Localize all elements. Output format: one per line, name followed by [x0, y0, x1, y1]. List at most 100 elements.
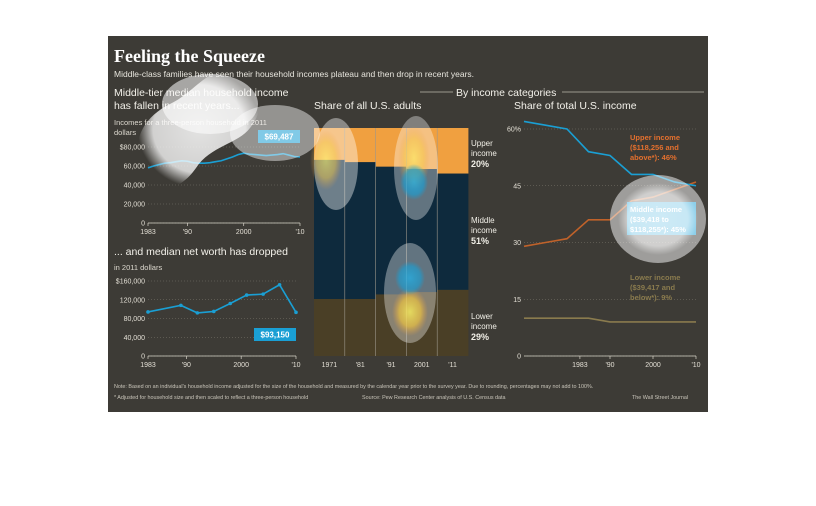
- income-share-ytick-label: 0: [517, 354, 521, 361]
- adult-share-upper-segment: [437, 128, 469, 174]
- networth-point: [261, 292, 265, 296]
- networth-point: [228, 301, 233, 306]
- income-share-xtick-label: '90: [605, 362, 614, 369]
- networth-point: [244, 293, 249, 297]
- networth-callout-box: [254, 328, 296, 341]
- adult-share-area-chart: 1971 '81 '91 2001 '11: [314, 128, 469, 369]
- income-share-heading: Share of total U.S. income: [514, 100, 637, 112]
- lower-series-label-3: below*): 9%: [630, 293, 672, 302]
- income-chart-subtitle-2: dollars: [114, 128, 137, 137]
- networth-callout-label: $93,150: [261, 331, 290, 340]
- income-share-ytick-label: 60%: [507, 127, 521, 134]
- footer-credit: The Wall Street Journal: [632, 395, 689, 401]
- upper-series-label-1: Upper income: [630, 133, 680, 142]
- adult-share-upper-segment: [314, 128, 346, 160]
- networth-ytick-label: 40,000: [124, 335, 146, 342]
- income-callout: $69,487: [258, 130, 300, 143]
- networth-point: [195, 311, 200, 315]
- adult-share-lower-segment: [375, 294, 407, 356]
- income-share-ytick-label: 45: [513, 183, 521, 190]
- middle-series-label-2: ($39,418 to: [630, 215, 669, 224]
- upper-series-label-3: above*): 46%: [630, 153, 677, 162]
- networth-chart-heading: ... and median net worth has dropped: [114, 246, 288, 258]
- adult-share-heading: Share of all U.S. adults: [314, 100, 422, 112]
- adult-share-xtick-label: 2001: [414, 362, 430, 369]
- adult-share-xtick-label: '91: [386, 362, 395, 369]
- income-share-xtick-label: 1983: [572, 362, 588, 369]
- networth-xtick-label: 2000: [233, 362, 249, 369]
- infographic-frame: Feeling the Squeeze Middle-class familie…: [108, 36, 708, 412]
- adult-share-middle-segment: [437, 173, 469, 290]
- networth-line-chart: 0 40,000 80,000 120,000 $160,000 1983 '90 2000 '…: [116, 279, 301, 370]
- lower-series-label-2: ($39,417 and: [630, 283, 675, 292]
- income-xtick-label: '90: [183, 229, 192, 236]
- adult-share-middle-segment: [406, 169, 438, 293]
- income-callout-label: $69,487: [265, 133, 294, 142]
- adult-share-lower-segment: [437, 289, 469, 356]
- adult-share-upper-segment: [406, 128, 438, 170]
- networth-point: [179, 303, 183, 308]
- networth-networth-line: [147, 283, 297, 314]
- adult-share-xtick-label: 1971: [322, 362, 338, 369]
- income-xtick-label: 2000: [236, 229, 252, 236]
- lower-series-label-1: Lower income: [630, 273, 680, 282]
- middle-label-2: income: [471, 226, 497, 235]
- footer-footnote: * Adjusted for household size and then s…: [114, 395, 309, 401]
- networth-ytick-label: 80,000: [124, 316, 146, 323]
- networth-xtick-label: '90: [182, 362, 191, 369]
- income-share-lower-line: [524, 317, 696, 323]
- adult-share-lower-segment: [406, 292, 438, 356]
- adult-share-lower-segment: [344, 299, 376, 356]
- income-ytick-label: 40,000: [124, 183, 146, 190]
- footer-source: Source: Pew Research Center analysis of …: [362, 395, 506, 401]
- income-ytick-label: 60,000: [124, 164, 146, 171]
- networth-point: [294, 310, 298, 315]
- networth-xtick-label: '10: [291, 362, 300, 369]
- footer-note: Note: Based on an individual's household…: [114, 384, 594, 390]
- income-share-ytick-label: 15: [513, 297, 521, 304]
- middle-series-label-3: $118,255*): 45%: [630, 225, 686, 234]
- upper-series-label-2: ($118,256 and: [630, 143, 679, 152]
- networth-point: [277, 282, 282, 287]
- networth-ytick-label: 120,000: [120, 297, 145, 304]
- networth-point: [146, 310, 150, 314]
- adult-share-middle-segment: [375, 166, 407, 295]
- networth-callout: $93,150: [254, 328, 296, 341]
- adult-share-labels: Upper income 20% Middle income 51% Lower…: [471, 139, 497, 342]
- middle-series-label-1: Middle income: [630, 205, 682, 214]
- middle-label-1: Middle: [471, 216, 495, 225]
- adult-share-upper-segment: [375, 128, 407, 167]
- networth-point: [211, 309, 216, 314]
- income-share-labels: Upper income ($118,256 and above*): 46% …: [627, 133, 696, 302]
- income-share-ytick-label: 30: [513, 240, 521, 247]
- lower-value: 29%: [471, 332, 489, 342]
- networth-xtick-label: 1983: [140, 362, 156, 369]
- lower-label-1: Lower: [471, 312, 493, 321]
- middle-value: 51%: [471, 236, 489, 246]
- adult-share-xtick-label: '81: [356, 362, 365, 369]
- adult-share-lower-segment: [314, 299, 346, 356]
- networth-ytick-label: 0: [141, 354, 145, 361]
- adult-share-xtick-label: '11: [448, 362, 457, 369]
- income-ytick-label: 20,000: [124, 202, 146, 209]
- networth-ytick-label: $160,000: [116, 279, 145, 286]
- income-ytick-label: $80,000: [120, 145, 145, 152]
- upper-value: 20%: [471, 159, 489, 169]
- page-title: Feeling the Squeeze: [114, 46, 265, 66]
- adult-share-middle-segment: [314, 159, 346, 299]
- income-xtick-label: '10: [295, 229, 304, 236]
- income-income-line: [147, 152, 301, 169]
- page-subtitle: Middle-class families have seen their ho…: [114, 69, 475, 79]
- income-share-xtick-label: 2000: [645, 362, 661, 369]
- adult-share-middle-segment: [344, 162, 376, 299]
- adult-share-upper-segment: [344, 128, 376, 163]
- income-line-chart: 0 20,000 40,000 60,000 $80,000 1983 '90 2000 '10: [120, 145, 305, 237]
- group-label: By income categories: [456, 87, 557, 99]
- charts-canvas: 0 20,000 40,000 60,000 $80,000 1983 '90 2000 '10…: [116, 91, 704, 370]
- lower-label-2: income: [471, 322, 497, 331]
- networth-chart-subtitle: in 2011 dollars: [114, 263, 163, 272]
- income-share-xtick-label: '10: [691, 362, 700, 369]
- upper-label-2: income: [471, 149, 497, 158]
- income-ytick-label: 0: [141, 221, 145, 228]
- income-callout-box: [258, 130, 300, 143]
